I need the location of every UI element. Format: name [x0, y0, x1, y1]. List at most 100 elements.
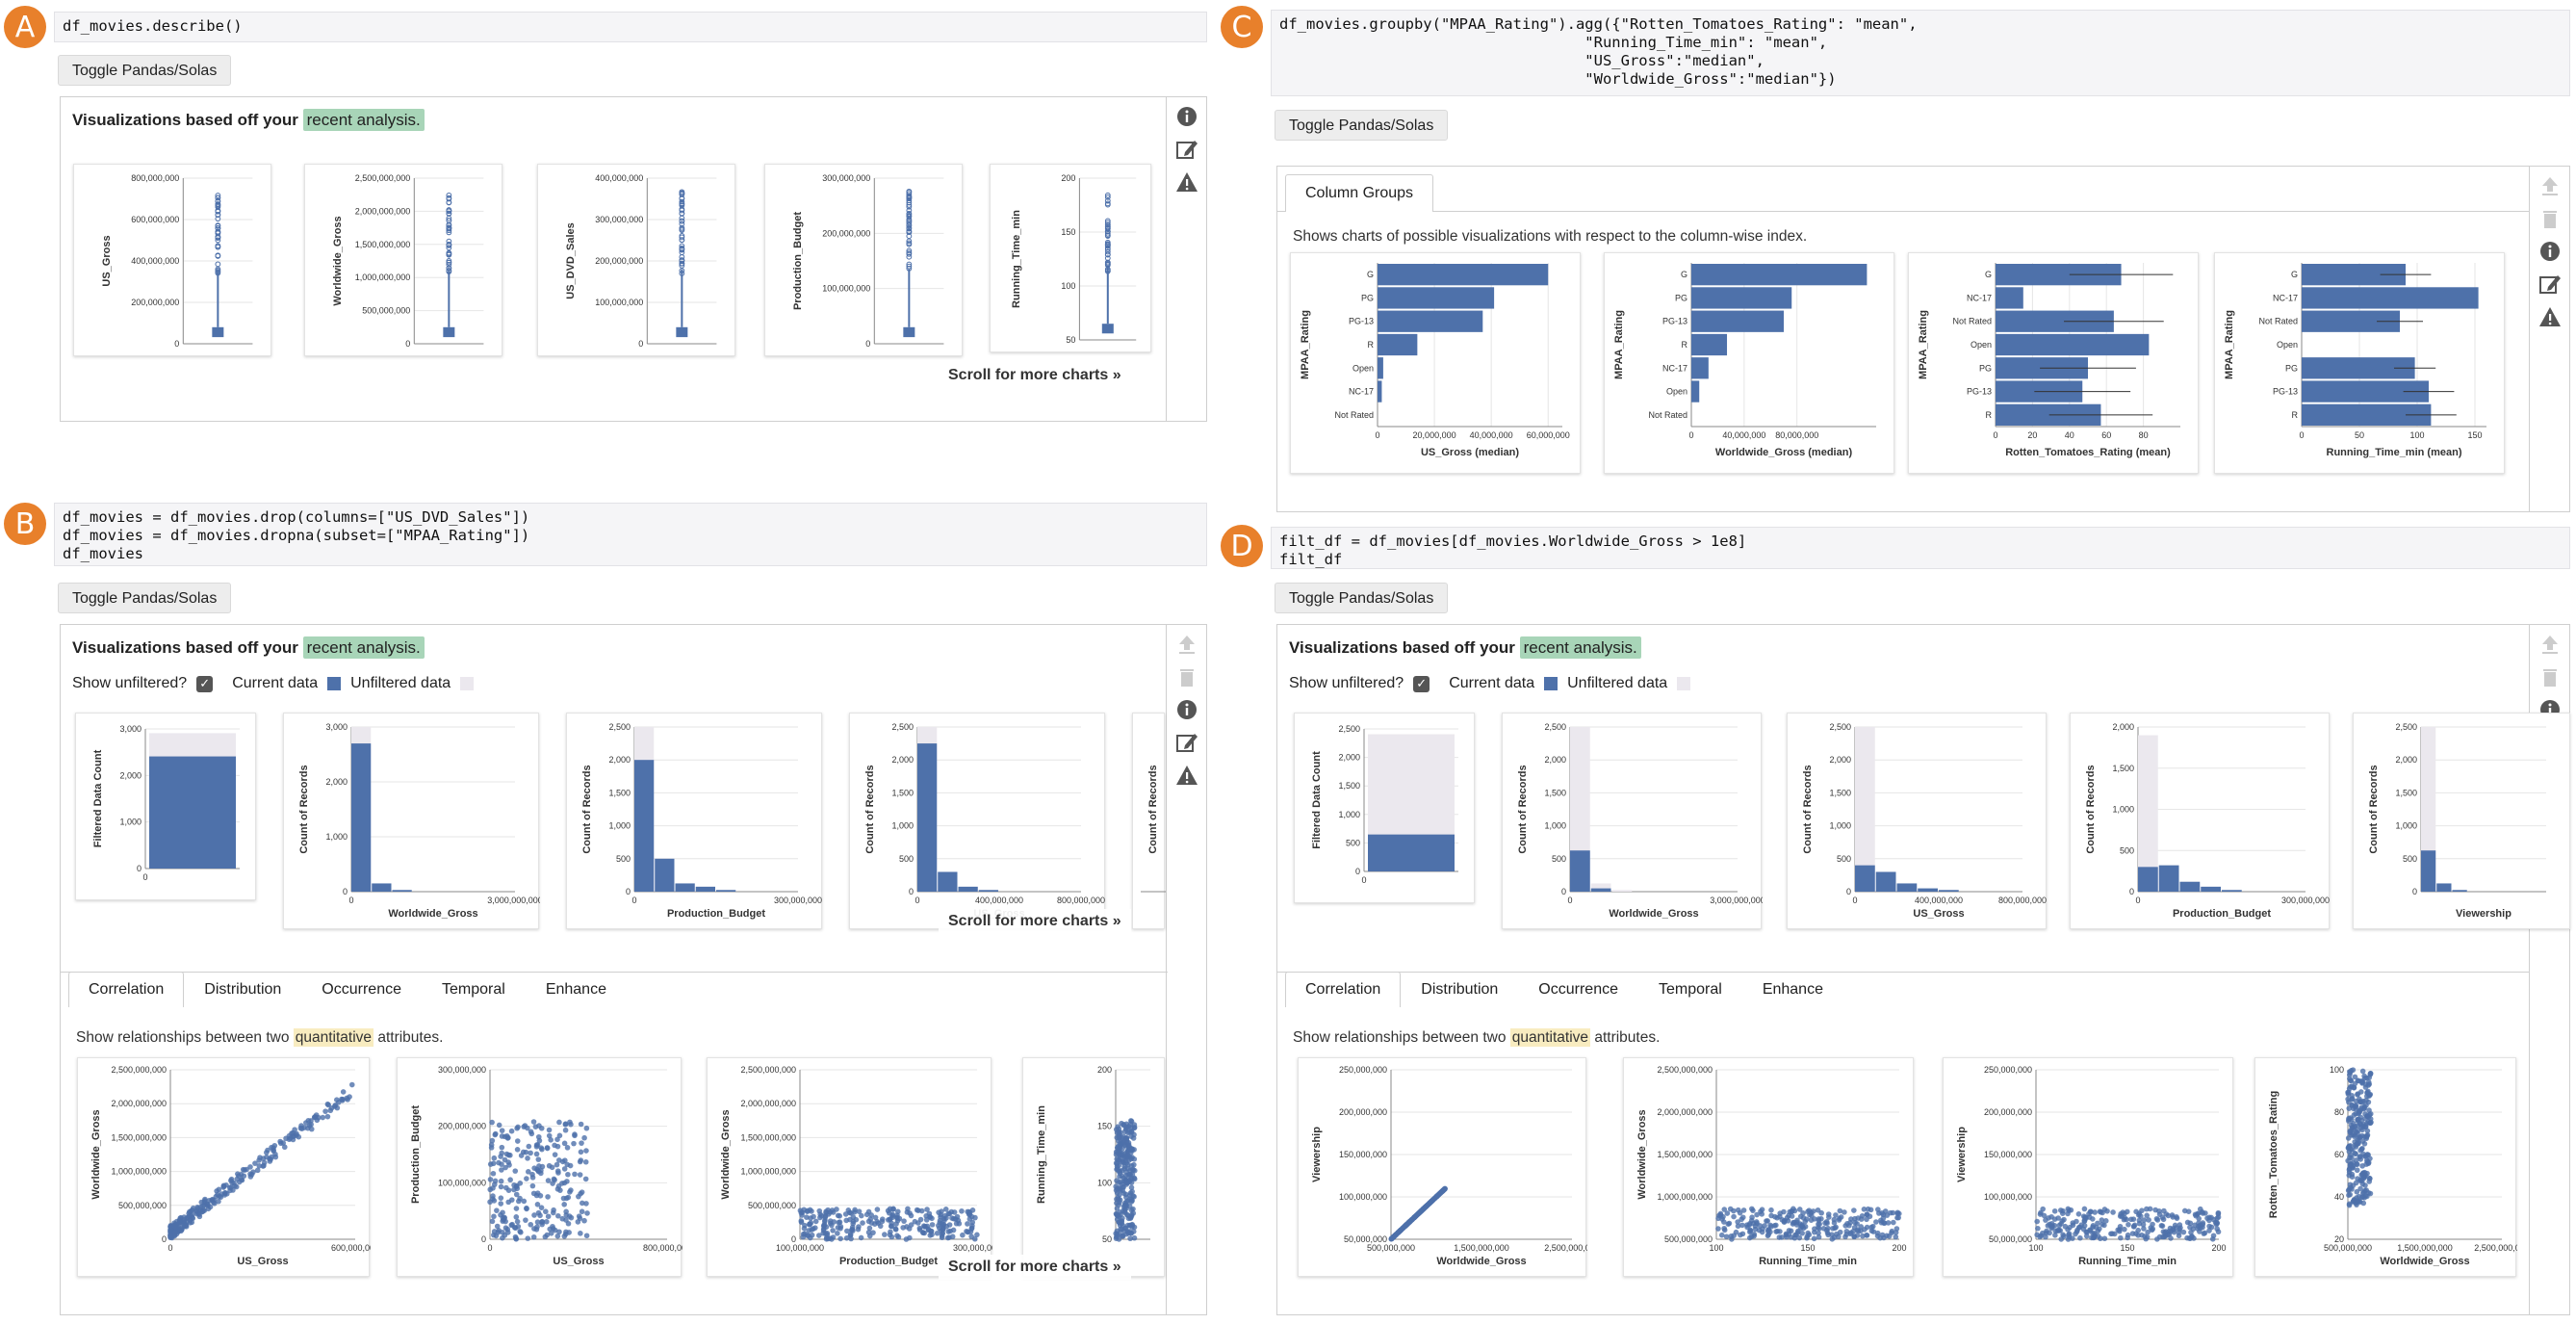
scatter-point: [808, 1215, 813, 1221]
grouped-bar-card[interactable]: 0 20 40 60 80 G NC-17 Not Rated Open PG PG-13 R MPAA…: [1908, 252, 2199, 474]
tab-enhance[interactable]: Enhance: [1762, 981, 1823, 998]
code-cell-a[interactable]: df_movies.describe(): [54, 12, 1207, 42]
histogram-card[interactable]: 2,500 2,000 1,500 1,000 500 0 0 3,000,000,000 Co…: [1502, 713, 1763, 929]
scatter-point: [555, 1212, 561, 1219]
filtered-count-card[interactable]: 2,500 2,000 1,500 1,000 500 0 0 Filtered Data C…: [1294, 713, 1475, 903]
histogram-card[interactable]: 2,500 2,000 1,500 1,000 500 0 0 400,000,000 800,…: [849, 713, 1105, 929]
filtered-count-card[interactable]: 3,000 2,000 1,000 0 0 Filtered Data Count: [75, 713, 256, 900]
toggle-pandas-solas-button-b[interactable]: Toggle Pandas/Solas: [58, 583, 232, 613]
scatter-card[interactable]: 250,000,000 200,000,000 150,000,000 100,000…: [1943, 1057, 2233, 1277]
tab-occurrence[interactable]: Occurrence: [1538, 981, 1618, 998]
histogram-card[interactable]: 2,000 1,500 1,000 500 0 0 300,000,000 Count of …: [2070, 713, 2330, 929]
boxplot-card[interactable]: 300,000,000 200,000,000 100,000,000 0 Produc…: [764, 164, 963, 356]
code-cell-b[interactable]: df_movies = df_movies.drop(columns=["US_…: [54, 503, 1207, 566]
scatter-card[interactable]: 250,000,000 200,000,000 150,000,000 100,000…: [1298, 1057, 1587, 1277]
scatter-point: [2345, 1145, 2352, 1151]
tab-enhance[interactable]: Enhance: [545, 981, 606, 998]
edit-icon[interactable]: [1175, 138, 1198, 161]
scatter-point: [2108, 1231, 2114, 1237]
upload-icon[interactable]: [2538, 633, 2562, 656]
info-icon[interactable]: [2538, 240, 2562, 263]
histogram-card[interactable]: Count of Records: [1132, 713, 1166, 929]
info-icon[interactable]: [1175, 698, 1198, 721]
scatter-card[interactable]: 300,000,000 200,000,000 100,000,000 0 0 800,0…: [397, 1057, 683, 1277]
tab-correlation[interactable]: Correlation: [68, 972, 185, 1007]
histogram-card[interactable]: 2,500 2,000 1,500 1,000 500 0 Count of Records…: [2353, 713, 2570, 929]
tab-distribution[interactable]: Distribution: [204, 981, 282, 998]
code-cell-c[interactable]: df_movies.groupby("MPAA_Rating").agg({"R…: [1271, 10, 2570, 96]
tab-distribution[interactable]: Distribution: [1421, 981, 1499, 998]
y-tick-label: 400,000,000: [595, 173, 643, 183]
recent-analysis-link[interactable]: recent analysis.: [1519, 636, 1641, 659]
scatter-point: [2037, 1211, 2044, 1217]
code-cell-d[interactable]: filt_df = df_movies[df_movies.Worldwide_…: [1271, 527, 2570, 569]
scatter-point: [1721, 1219, 1727, 1225]
scatter-card[interactable]: 100 80 60 40 20 500,000,000 1,500,000,000 2,500…: [2254, 1057, 2517, 1277]
grouped-bar-card[interactable]: 0 20,000,000 40,000,000 60,000,000 G PG PG-13 R…: [1290, 252, 1581, 474]
scatter-card[interactable]: 200 150 100 50 Running_Time_min: [1022, 1057, 1165, 1277]
recent-analysis-link[interactable]: recent analysis.: [302, 636, 425, 659]
scatter-point: [2357, 1185, 2363, 1192]
histogram-card[interactable]: 2,500 2,000 1,500 1,000 500 0 0 300,000,000 Coun…: [566, 713, 822, 929]
boxplot-card[interactable]: 800,000,000 600,000,000 400,000,000 200,000…: [73, 164, 271, 356]
tab-occurrence[interactable]: Occurrence: [322, 981, 401, 998]
unfiltered-options: Show unfiltered? ✓ Current data Unfiltered …: [72, 675, 475, 692]
scatter-point: [1125, 1147, 1131, 1154]
scatter-point: [564, 1145, 571, 1151]
toggle-pandas-solas-button-d[interactable]: Toggle Pandas/Solas: [1275, 583, 1449, 613]
scatter-card[interactable]: 2,500,000,000 2,000,000,000 1,500,000,000 1…: [707, 1057, 992, 1277]
upload-icon[interactable]: [1175, 633, 1198, 656]
histogram-card[interactable]: 2,500 2,000 1,500 1,000 500 0 0 400,000,000 800,…: [1787, 713, 2047, 929]
outlier-point: [679, 233, 685, 239]
scroll-more-charts-b[interactable]: Scroll for more charts »: [939, 909, 1131, 934]
scatter-card[interactable]: 2,500,000,000 2,000,000,000 1,500,000,000 1…: [1623, 1057, 1914, 1277]
toggle-pandas-solas-button-c[interactable]: Toggle Pandas/Solas: [1275, 110, 1449, 141]
category-label: PG-13: [1349, 317, 1374, 326]
scroll-more-charts-a[interactable]: Scroll for more charts »: [939, 363, 1131, 388]
show-unfiltered-checkbox[interactable]: ✓: [1413, 675, 1430, 692]
scatter-point: [491, 1229, 498, 1234]
tab-temporal[interactable]: Temporal: [1659, 981, 1722, 998]
boxplot-card[interactable]: 200 150 100 50 Running_Time_min: [990, 164, 1151, 352]
chart-svg: 200 150 100 50 Running_Time_min: [1011, 173, 1137, 345]
scatter-card[interactable]: 2,500,000,000 2,000,000,000 1,500,000,000 1…: [77, 1057, 371, 1277]
boxplot-card[interactable]: 2,500,000,000 2,000,000,000 1,500,000,000 1…: [304, 164, 502, 356]
scatter-point: [554, 1136, 560, 1143]
y-axis-label: Worldwide_Gross: [720, 1109, 732, 1199]
trash-icon[interactable]: [2538, 207, 2562, 230]
grouped-bar-card[interactable]: 0 40,000,000 80,000,000 G PG PG-13 R NC-17 Open N…: [1604, 252, 1894, 474]
trash-icon[interactable]: [1175, 665, 1198, 688]
bar: [1378, 264, 1549, 286]
y-tick-label: 50,000,000: [1989, 1234, 2032, 1244]
warning-icon[interactable]: [2538, 305, 2562, 328]
warning-icon[interactable]: [1175, 764, 1198, 787]
recent-analysis-link[interactable]: recent analysis.: [302, 109, 425, 131]
vis-title-text: Visualizations based off your: [1289, 638, 1515, 657]
desc-highlight: quantitative: [1509, 1028, 1591, 1047]
trash-icon[interactable]: [2538, 665, 2562, 688]
scatter-point: [579, 1208, 585, 1215]
toggle-pandas-solas-button-a[interactable]: Toggle Pandas/Solas: [58, 55, 232, 86]
upload-icon[interactable]: [2538, 174, 2562, 197]
scatter-point: [1802, 1218, 1809, 1225]
tab-column-groups[interactable]: Column Groups: [1285, 174, 1434, 212]
show-unfiltered-checkbox[interactable]: ✓: [196, 675, 214, 692]
tab-temporal[interactable]: Temporal: [442, 981, 505, 998]
scatter-point: [965, 1221, 970, 1227]
histogram-card[interactable]: 3,000 2,000 1,000 0 0 3,000,000,000 Count of R…: [283, 713, 540, 929]
outlier-point: [446, 241, 452, 247]
boxplot-card[interactable]: 400,000,000 300,000,000 200,000,000 100,000…: [537, 164, 735, 356]
scroll-more-charts-b2[interactable]: Scroll for more charts »: [939, 1255, 1131, 1280]
scatter-point: [544, 1145, 551, 1151]
edit-icon[interactable]: [1175, 731, 1198, 754]
tab-correlation[interactable]: Correlation: [1285, 972, 1402, 1007]
info-icon[interactable]: [1175, 105, 1198, 128]
scatter-point: [1120, 1222, 1126, 1229]
scatter-point: [1131, 1167, 1138, 1174]
warning-icon[interactable]: [1175, 170, 1198, 194]
y-tick-label: 3,000: [119, 724, 142, 734]
edit-icon[interactable]: [2538, 273, 2562, 296]
grouped-bar-card[interactable]: 0 50 100 150 G NC-17 Not Rated Open PG PG-13 R MPAA…: [2214, 252, 2505, 474]
scatter-point: [2088, 1208, 2094, 1215]
scatter-point: [1833, 1212, 1839, 1218]
